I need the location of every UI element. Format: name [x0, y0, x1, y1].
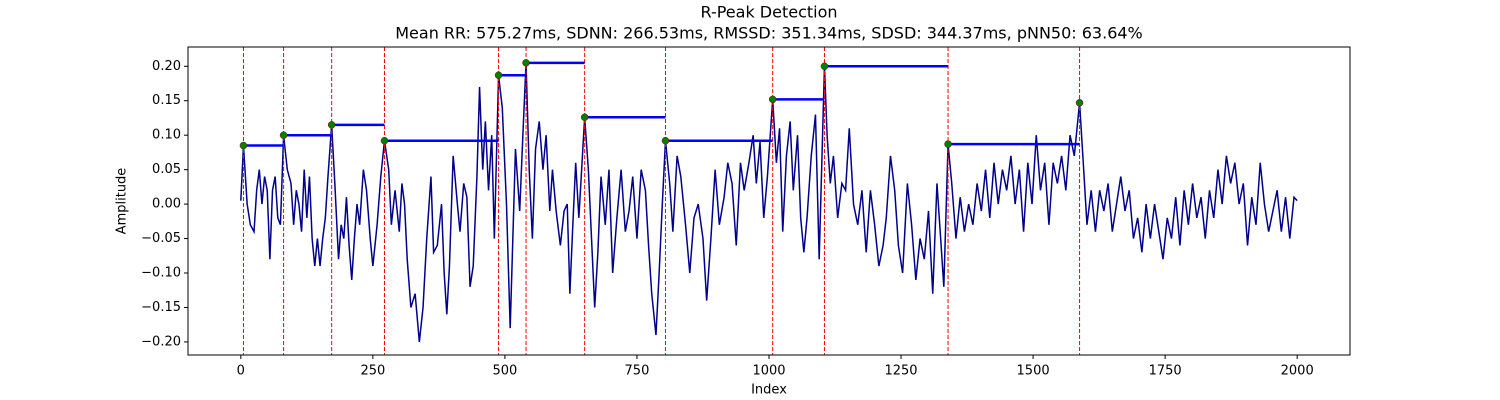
chart-title: R-Peak Detection: [700, 3, 837, 22]
peak-marker: [820, 62, 829, 71]
chart-subtitle: Mean RR: 575.27ms, SDNN: 266.53ms, RMSSD…: [395, 24, 1143, 43]
y-tick-label: −0.10: [141, 266, 181, 281]
peak-marker: [768, 95, 777, 104]
y-tick-label: 0.15: [152, 93, 181, 108]
y-tick-label: 0.20: [152, 59, 181, 74]
x-tick-label: 1000: [752, 364, 785, 379]
peak-marker: [661, 136, 670, 145]
x-tick-label: 500: [492, 364, 517, 379]
y-tick-label: −0.20: [141, 334, 181, 349]
y-axis-label: Amplitude: [115, 168, 130, 235]
x-tick-label: 750: [625, 364, 650, 379]
x-tick-label: 1750: [1149, 364, 1182, 379]
plot-frame: [187, 46, 1351, 356]
y-tick-label: 0.10: [152, 128, 181, 143]
y-tick-label: 0.00: [152, 197, 181, 212]
x-tick-label: 2000: [1281, 364, 1314, 379]
peak-marker: [279, 131, 288, 139]
y-tick-label: −0.05: [141, 231, 181, 246]
y-tick-label: 0.05: [152, 162, 181, 177]
x-axis-label: Index: [751, 383, 787, 398]
x-tick-label: 1250: [884, 364, 917, 379]
peak-marker: [494, 71, 503, 80]
peak-marker: [327, 121, 336, 129]
signal-line: [240, 62, 1298, 342]
x-tick-label: 0: [237, 364, 245, 379]
peak-marker: [580, 113, 589, 122]
y-tick-label: −0.15: [141, 300, 181, 315]
peak-marker: [239, 141, 248, 150]
peak-marker: [380, 136, 389, 145]
peak-marker: [944, 140, 952, 148]
peak-marker: [1075, 99, 1084, 107]
peak-marker: [522, 59, 530, 67]
x-tick-label: 250: [360, 364, 385, 379]
x-tick-label: 1500: [1017, 364, 1050, 379]
